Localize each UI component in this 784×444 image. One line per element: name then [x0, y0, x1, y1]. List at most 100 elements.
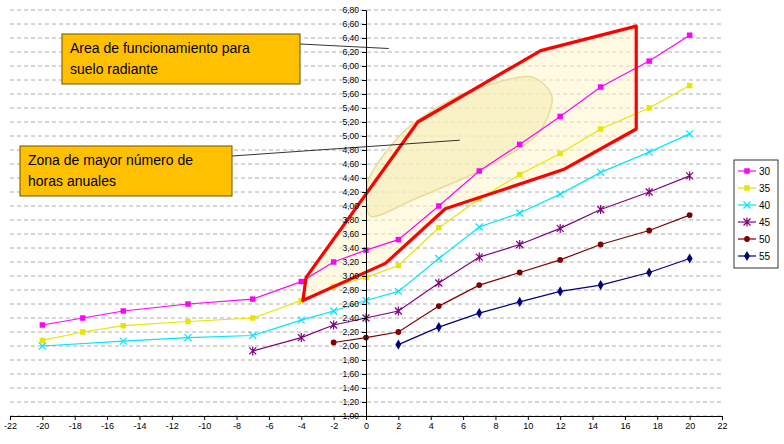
- marker: [40, 322, 45, 327]
- marker: [249, 332, 256, 339]
- tick-mark: [362, 10, 366, 11]
- tick: -12: [166, 416, 179, 431]
- annotation-text: Zona de mayor número dehoras anuales: [28, 152, 193, 189]
- tick-label: 6,60: [342, 19, 359, 29]
- tick-mark: [362, 290, 366, 291]
- tick-label: 6,80: [342, 5, 359, 15]
- tick-mark: [593, 416, 594, 420]
- tick-label: -8: [233, 421, 241, 431]
- tick: 1,00: [342, 411, 366, 421]
- tick: 3,60: [342, 229, 366, 239]
- tick: 5,80: [342, 75, 366, 85]
- marker: [299, 279, 304, 284]
- tick: -4: [298, 416, 306, 431]
- tick-label: 3,80: [342, 215, 359, 225]
- marker: [395, 340, 401, 350]
- tick-mark: [139, 416, 140, 420]
- marker: [477, 168, 482, 173]
- marker: [249, 346, 256, 355]
- annotation-pointer: [232, 140, 460, 156]
- marker: [331, 340, 337, 346]
- marker: [185, 334, 192, 341]
- marker: [516, 210, 523, 217]
- marker: [517, 270, 523, 276]
- tick: -8: [233, 416, 241, 431]
- legend-label: 55: [759, 251, 771, 262]
- marker: [646, 149, 653, 156]
- tick-mark: [75, 416, 76, 420]
- marker: [40, 338, 45, 343]
- legend-label: 40: [759, 200, 771, 211]
- tick: 3,20: [342, 257, 366, 267]
- tick: 3,00: [342, 271, 366, 281]
- tick-label: 3,00: [342, 271, 359, 281]
- tick-label: 5,00: [342, 131, 359, 141]
- tick: 12: [556, 416, 566, 431]
- tick: 14: [588, 416, 598, 431]
- marker: [557, 257, 563, 263]
- tick-label: 2,00: [342, 341, 359, 351]
- marker: [120, 338, 127, 345]
- marker: [80, 315, 85, 320]
- marker: [687, 32, 692, 37]
- tick-mark: [204, 416, 205, 420]
- tick-mark: [362, 388, 366, 389]
- tick-label: 4,20: [342, 187, 359, 197]
- tick-mark: [398, 416, 399, 420]
- region-outline: [303, 26, 636, 300]
- legend-marker: [744, 251, 750, 261]
- marker: [597, 205, 604, 214]
- marker: [687, 212, 693, 218]
- tick-mark: [362, 80, 366, 81]
- series: [395, 253, 692, 349]
- tick-label: 4,00: [342, 201, 359, 211]
- tick: 6,80: [342, 5, 366, 15]
- legend-label: 35: [759, 183, 771, 194]
- marker: [686, 130, 693, 137]
- tick-label: 2: [396, 421, 401, 431]
- annotation-line: suelo radiante: [70, 61, 158, 77]
- tick-label: -20: [36, 421, 49, 431]
- tick: 8: [493, 416, 498, 431]
- tick-mark: [362, 220, 366, 221]
- marker: [331, 259, 336, 264]
- tick-mark: [362, 122, 366, 123]
- tick: 5,60: [342, 89, 366, 99]
- tick: 6: [461, 416, 466, 431]
- tick: -22: [4, 416, 17, 431]
- tick-label: 8: [493, 421, 498, 431]
- legend-label: 30: [759, 166, 771, 177]
- axis-line: [11, 417, 723, 421]
- annotation-line: Zona de mayor número de: [28, 152, 193, 168]
- tick: 0: [364, 416, 369, 431]
- marker: [476, 224, 483, 231]
- tick-label: -16: [101, 421, 114, 431]
- tick-mark: [362, 24, 366, 25]
- tick: 3,40: [342, 243, 366, 253]
- tick-mark: [362, 374, 366, 375]
- tick-label: 6,00: [342, 61, 359, 71]
- tick-label: 22: [717, 421, 727, 431]
- marker: [436, 322, 442, 332]
- marker: [557, 286, 563, 296]
- tick: -20: [36, 416, 49, 431]
- marker: [687, 253, 693, 263]
- annotation-box: [62, 34, 300, 84]
- tick-mark: [10, 416, 11, 420]
- tick-mark: [362, 262, 366, 263]
- marker: [517, 142, 522, 147]
- tick-mark: [42, 416, 43, 420]
- tick-mark: [362, 416, 366, 417]
- tick-label: -12: [166, 421, 179, 431]
- marker: [646, 267, 652, 277]
- tick-mark: [362, 248, 366, 249]
- marker: [517, 172, 522, 177]
- tick-mark: [625, 416, 626, 420]
- tick-label: 2,60: [342, 299, 359, 309]
- tick-label: 3,60: [342, 229, 359, 239]
- tick-label: 18: [653, 421, 663, 431]
- tick-label: 14: [588, 421, 598, 431]
- tick-label: 5,80: [342, 75, 359, 85]
- tick: 1,20: [342, 397, 366, 407]
- tick: 20: [685, 416, 695, 431]
